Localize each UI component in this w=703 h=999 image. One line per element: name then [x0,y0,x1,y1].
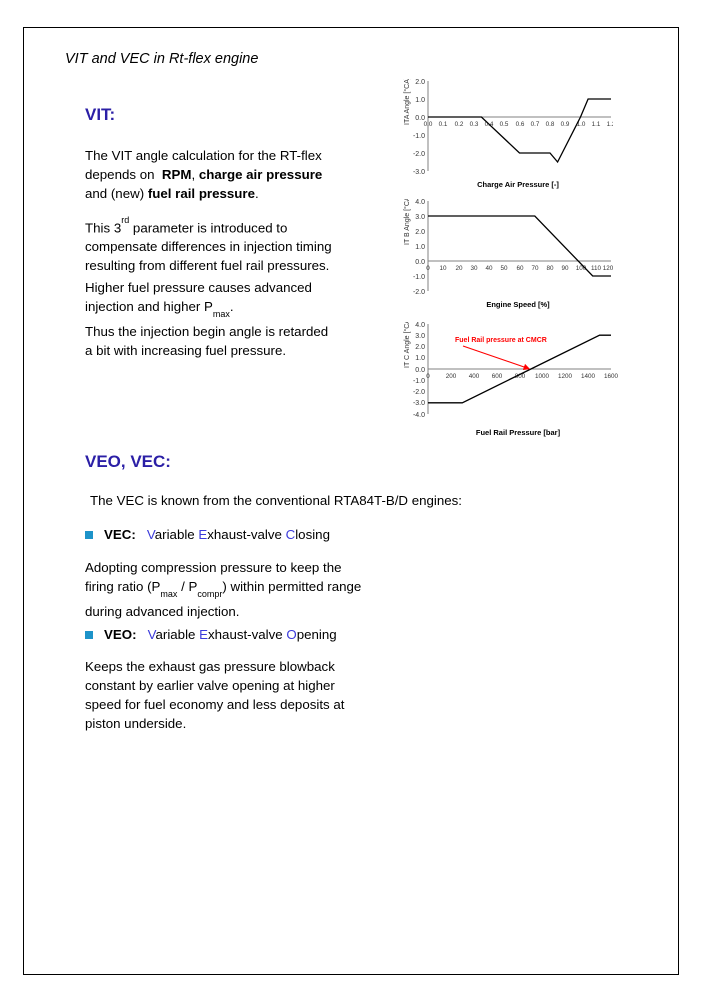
svg-text:20: 20 [455,265,463,272]
svg-text:4.0: 4.0 [415,322,425,329]
svg-text:0.3: 0.3 [470,121,479,128]
svg-text:0.7: 0.7 [531,121,540,128]
svg-text:1200: 1200 [558,373,573,380]
svg-text:1000: 1000 [535,373,550,380]
svg-text:Fuel Rail pressure at CMCR: Fuel Rail pressure at CMCR [455,337,547,344]
svg-text:1.0: 1.0 [415,355,425,362]
svg-text:70: 70 [531,265,539,272]
svg-text:Engine Speed [%]: Engine Speed [%] [486,300,550,309]
svg-text:0.8: 0.8 [546,121,555,128]
svg-text:2.0: 2.0 [415,229,425,236]
svg-text:40: 40 [485,265,493,272]
svg-text:0.9: 0.9 [561,121,570,128]
svg-text:-1.0: -1.0 [413,378,425,385]
svg-text:2.0: 2.0 [415,344,425,351]
svg-text:0.5: 0.5 [500,121,509,128]
svg-text:50: 50 [500,265,508,272]
svg-text:Charge Air Pressure [-]: Charge Air Pressure [-] [477,180,559,189]
svg-text:1.2: 1.2 [607,121,613,128]
svg-text:0.0: 0.0 [415,367,425,374]
svg-text:0.0: 0.0 [424,121,433,128]
svg-text:1600: 1600 [604,373,619,380]
svg-text:-2.0: -2.0 [413,289,425,296]
svg-text:-3.0: -3.0 [413,400,425,407]
svg-text:1.1: 1.1 [592,121,601,128]
svg-text:3.0: 3.0 [415,214,425,221]
svg-text:1.0: 1.0 [415,97,425,104]
svg-text:0: 0 [426,373,430,380]
svg-text:Fuel Rail Pressure [bar]: Fuel Rail Pressure [bar] [476,428,561,437]
svg-text:3.0: 3.0 [415,333,425,340]
svg-text:0: 0 [426,265,430,272]
svg-text:4.0: 4.0 [415,199,425,206]
svg-text:0.2: 0.2 [455,121,464,128]
svg-text:-2.0: -2.0 [413,389,425,396]
svg-text:-1.0: -1.0 [413,133,425,140]
svg-text:110: 110 [591,265,602,272]
svg-text:0.6: 0.6 [516,121,525,128]
svg-text:1.0: 1.0 [415,244,425,251]
svg-text:80: 80 [546,265,554,272]
svg-text:0.1: 0.1 [439,121,448,128]
svg-text:90: 90 [561,265,569,272]
svg-text:-2.0: -2.0 [413,151,425,158]
svg-text:IT C Angle [°CA]: IT C Angle [°CA] [403,322,411,368]
svg-text:IT B Angle [°CA]: IT B Angle [°CA] [403,199,411,245]
svg-text:30: 30 [470,265,478,272]
svg-text:2.0: 2.0 [415,79,425,86]
svg-text:-1.0: -1.0 [413,274,425,281]
svg-text:ITA Angle [°CA]: ITA Angle [°CA] [403,79,411,125]
svg-text:-3.0: -3.0 [413,169,425,176]
svg-text:0.0: 0.0 [415,259,425,266]
svg-text:60: 60 [516,265,524,272]
svg-text:120: 120 [603,265,613,272]
svg-text:-4.0: -4.0 [413,412,425,419]
svg-text:1400: 1400 [581,373,596,380]
svg-text:600: 600 [492,373,503,380]
svg-text:200: 200 [446,373,457,380]
svg-text:400: 400 [469,373,480,380]
svg-text:10: 10 [439,265,447,272]
